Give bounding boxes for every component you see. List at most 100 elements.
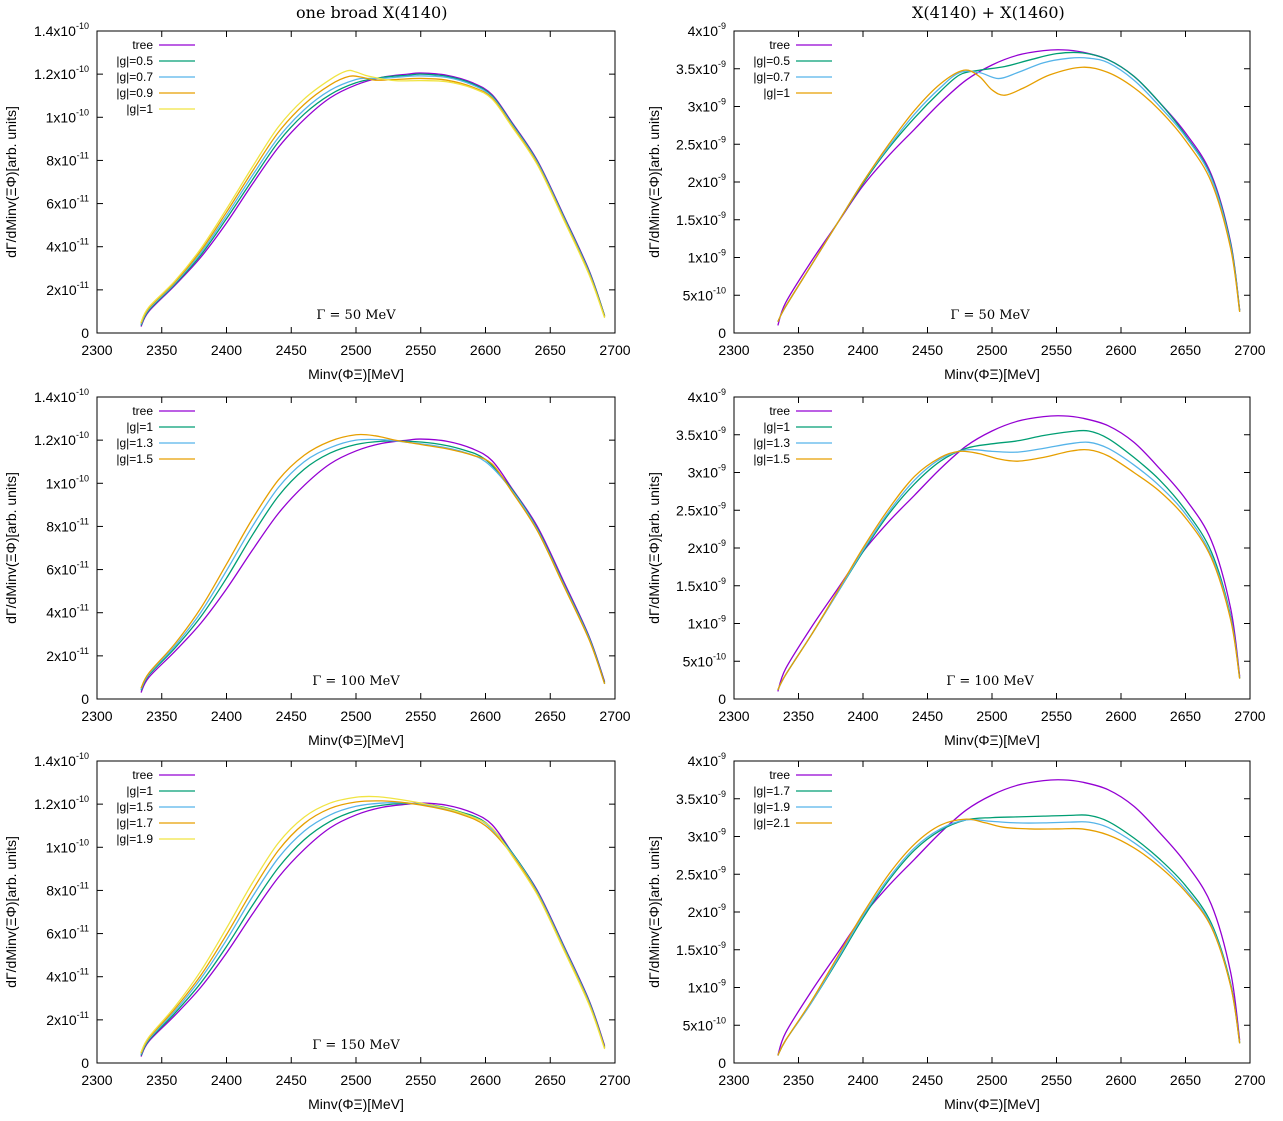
y-tick-label: 1x10-10 (46, 107, 89, 125)
y-tick-label: 5x10-10 (683, 651, 726, 669)
x-axis-label: Minv(ΦΞ)[MeV] (308, 732, 404, 748)
legend-label: |g|=2.1 (753, 816, 790, 830)
x-tick-label: 2650 (1170, 342, 1201, 358)
legend-label: |g|=0.7 (753, 70, 790, 84)
y-tick-label: 1.5x10-9 (676, 210, 726, 228)
x-tick-label: 2300 (718, 1072, 749, 1088)
x-tick-label: 2550 (405, 1072, 436, 1088)
x-axis-label: Minv(ΦΞ)[MeV] (308, 366, 404, 382)
y-tick-label: 8x10-11 (46, 880, 89, 898)
x-tick-label: 2350 (146, 1072, 177, 1088)
y-tick-label: 8x10-11 (46, 516, 89, 534)
plot-frame (733, 760, 1251, 1064)
series-line-3 (140, 802, 606, 1055)
x-tick-label: 2650 (535, 342, 566, 358)
y-tick-label: 3x10-9 (688, 97, 726, 115)
y-tick-label: 0 (718, 1055, 726, 1071)
series-line-4 (140, 433, 606, 689)
x-tick-label: 2550 (405, 342, 436, 358)
x-tick-label: 2700 (599, 708, 630, 724)
series-line-3 (777, 56, 1241, 322)
width-annotation: Γ = 100 MeV (312, 674, 400, 689)
y-tick-label: 5x10-10 (683, 285, 726, 303)
x-tick-label: 2450 (276, 708, 307, 724)
x-tick-label: 2450 (912, 708, 943, 724)
y-tick-label: 4x10-9 (688, 387, 726, 405)
x-tick-label: 2500 (976, 342, 1007, 358)
legend-label: |g|=1.7 (753, 784, 790, 798)
x-tick-label: 2300 (81, 708, 112, 724)
y-tick-label: 4x10-9 (688, 751, 726, 769)
x-tick-label: 2300 (81, 1072, 112, 1088)
series-line-3 (140, 75, 606, 325)
x-axis-label: Minv(ΦΞ)[MeV] (944, 366, 1040, 382)
series-line-5 (140, 69, 606, 323)
y-tick-label: 3.5x10-9 (676, 789, 726, 807)
x-tick-label: 2650 (1170, 1072, 1201, 1088)
x-axis-label: Minv(ΦΞ)[MeV] (944, 732, 1040, 748)
x-tick-label: 2700 (1234, 342, 1265, 358)
y-tick-label: 1.2x10-10 (34, 64, 89, 82)
series-line-1 (140, 802, 606, 1057)
legend-label: |g|=0.9 (116, 86, 153, 100)
x-tick-label: 2400 (847, 1072, 878, 1088)
series-line-2 (140, 802, 606, 1056)
legend-label: |g|=1 (126, 784, 153, 798)
legend-label: tree (132, 768, 153, 782)
x-tick-label: 2450 (912, 342, 943, 358)
x-tick-label: 2700 (1234, 1072, 1265, 1088)
legend-label: |g|=0.5 (116, 54, 153, 68)
plot-frame (733, 396, 1251, 700)
y-tick-label: 1.4x10-10 (34, 21, 89, 39)
legend-label: tree (132, 404, 153, 418)
chart-panel-5: 2300 2350 2400 2450 2500 2550 2600 2650 2700 0 2x1… (3, 751, 631, 1112)
x-tick-label: 2700 (1234, 708, 1265, 724)
x-tick-label: 2500 (340, 1072, 371, 1088)
x-axis-label: Minv(ΦΞ)[MeV] (308, 1096, 404, 1112)
y-tick-label: 1x10-9 (688, 978, 726, 996)
series-line-1 (140, 438, 606, 693)
series-line-3 (777, 818, 1241, 1056)
x-tick-label: 2400 (847, 342, 878, 358)
y-axis-label: dΓ/dMinv(ΞΦ)[arb. units] (646, 836, 662, 988)
y-tick-label: 4x10-11 (46, 967, 89, 985)
x-tick-label: 2600 (1105, 342, 1136, 358)
series-line-2 (777, 814, 1241, 1056)
y-tick-label: 2x10-11 (46, 280, 89, 298)
y-tick-label: 2x10-11 (46, 1010, 89, 1028)
legend-label: |g|=1 (763, 86, 790, 100)
plot-frame (733, 30, 1251, 334)
legend-label: |g|=0.7 (116, 70, 153, 84)
y-tick-label: 3x10-9 (688, 827, 726, 845)
y-tick-label: 2.5x10-9 (676, 864, 726, 882)
y-tick-label: 1x10-9 (688, 614, 726, 632)
x-tick-label: 2300 (718, 342, 749, 358)
y-tick-label: 2.5x10-9 (676, 134, 726, 152)
x-tick-label: 2650 (1170, 708, 1201, 724)
legend-label: tree (132, 38, 153, 52)
series-line-4 (777, 448, 1241, 691)
chart-panel-6: 2300 2350 2400 2450 2500 2550 2600 2650 2700 0 5x1… (646, 751, 1266, 1112)
series-line-1 (777, 415, 1241, 692)
x-tick-label: 2350 (783, 1072, 814, 1088)
legend-label: |g|=1.5 (116, 452, 153, 466)
width-annotation: Γ = 50 MeV (950, 308, 1030, 323)
x-axis-label: Minv(ΦΞ)[MeV] (944, 1096, 1040, 1112)
series-line-2 (140, 440, 606, 691)
x-tick-label: 2400 (211, 1072, 242, 1088)
y-tick-label: 4x10-9 (688, 21, 726, 39)
width-annotation: Γ = 100 MeV (946, 674, 1034, 689)
y-tick-label: 2x10-11 (46, 646, 89, 664)
y-axis-label: dΓ/dMinv(ΞΦ)[arb. units] (646, 472, 662, 624)
x-tick-label: 2600 (470, 342, 501, 358)
width-annotation: Γ = 50 MeV (316, 308, 396, 323)
y-tick-label: 8x10-11 (46, 150, 89, 168)
chart-panel-3: 2300 2350 2400 2450 2500 2550 2600 2650 2700 0 2x1… (3, 387, 631, 748)
legend-label: |g|=0.5 (753, 54, 790, 68)
chart-panel-2: 2300 2350 2400 2450 2500 2550 2600 2650 2700 0 5x1… (646, 21, 1266, 382)
plot-frame (96, 396, 616, 700)
series-line-1 (777, 779, 1241, 1056)
y-tick-label: 1.2x10-10 (34, 430, 89, 448)
x-tick-label: 2450 (276, 1072, 307, 1088)
legend-label: |g|=1 (763, 420, 790, 434)
